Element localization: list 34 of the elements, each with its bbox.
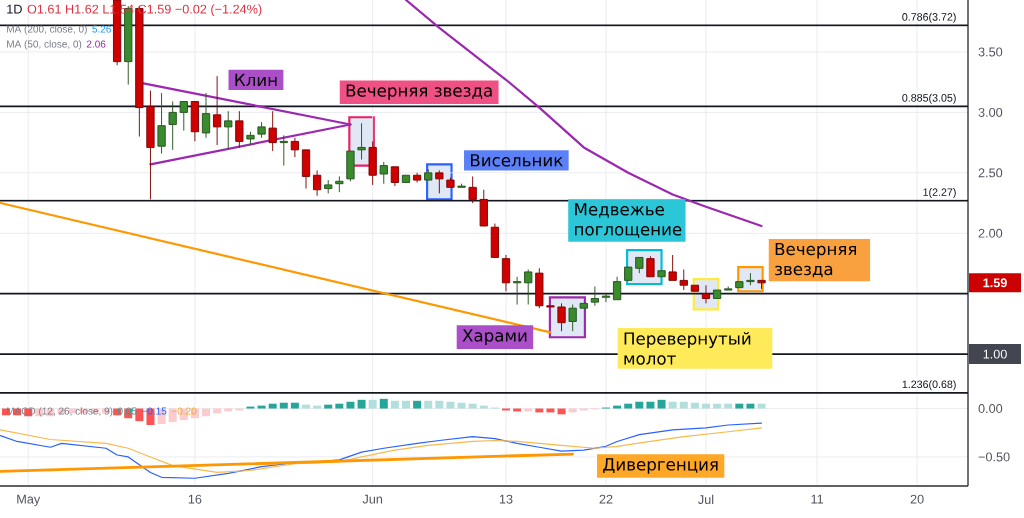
x-tick-label: Jul bbox=[698, 494, 714, 505]
y-tick-label: −0.50 bbox=[978, 452, 1010, 462]
y-tick-label: 2.50 bbox=[978, 168, 1003, 178]
annotation: 2.06 bbox=[86, 40, 106, 48]
annotation: MA (200, close, 0) bbox=[7, 25, 87, 35]
x-tick-label: 22 bbox=[599, 494, 613, 504]
x-tick-label: 20 bbox=[910, 494, 924, 504]
y-tick-label: 0.00 bbox=[978, 404, 1003, 414]
x-tick-label: 13 bbox=[499, 494, 513, 504]
y-tick-label: 3.50 bbox=[978, 47, 1003, 57]
annotation: Харами bbox=[462, 329, 527, 345]
annotation: −0.20 bbox=[171, 407, 197, 415]
annotation: Вечерняя звезда bbox=[346, 84, 492, 101]
y-tick-label: 2.00 bbox=[978, 228, 1003, 238]
annotation: Вечерняя звезда bbox=[775, 242, 857, 278]
annotation: Дивергенция bbox=[603, 458, 718, 474]
annotation: MA (50, close, 0) bbox=[7, 40, 82, 50]
ref-line-label: 1(2.27) bbox=[923, 188, 956, 199]
annotation: Висельник bbox=[470, 154, 563, 167]
ref-line-label: 0.885(3.05) bbox=[902, 93, 956, 104]
text: 1.59 bbox=[983, 278, 1007, 288]
x-tick-label: 16 bbox=[188, 494, 202, 504]
ref-line-label: 1.236(0.68) bbox=[902, 380, 956, 391]
x-tick-label: May bbox=[17, 494, 41, 507]
annotation: Перевернутый молот bbox=[624, 331, 751, 365]
ref-line-label: 1.00 bbox=[983, 349, 1007, 359]
annotation: 5.26 bbox=[92, 25, 111, 33]
x-tick-label: 11 bbox=[811, 494, 824, 504]
annotation: Клин bbox=[235, 73, 277, 87]
chart-title: 1D bbox=[7, 4, 22, 14]
x-tick-label: Jun bbox=[362, 494, 383, 504]
annotation: Медвежье поглощение bbox=[575, 203, 682, 238]
y-tick-label: 3.00 bbox=[978, 107, 1003, 117]
ref-line-label: 0.786(3.72) bbox=[902, 12, 956, 23]
